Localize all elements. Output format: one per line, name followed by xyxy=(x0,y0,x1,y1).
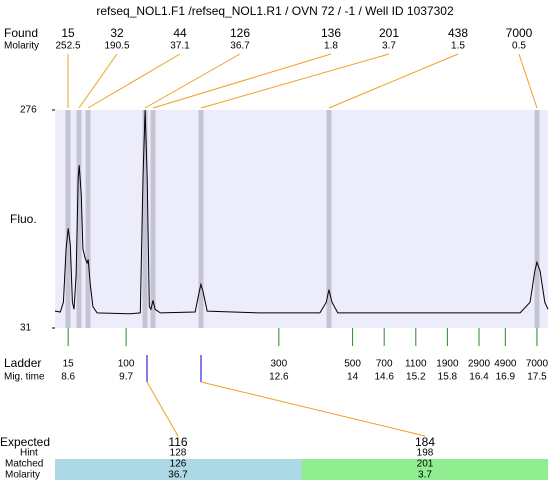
ladder-mig-time: 9.7 xyxy=(119,372,133,383)
found-molarity: 36.7 xyxy=(230,41,250,52)
found-size: 7000 xyxy=(506,26,533,40)
ladder-mig-time: 14.6 xyxy=(374,372,394,383)
peak-band xyxy=(65,110,71,328)
ladder-size: 15 xyxy=(63,359,75,370)
ladder-size: 4900 xyxy=(494,359,517,370)
expected-label: Expected xyxy=(0,435,50,449)
ladder-size: 300 xyxy=(271,359,288,370)
peak-band xyxy=(150,110,156,328)
ladder-mig-time: 15.8 xyxy=(438,372,458,383)
ladder-mig-time: 14 xyxy=(347,372,359,383)
match-bar xyxy=(55,459,302,480)
found-connector xyxy=(144,53,241,109)
peak-band xyxy=(142,110,148,328)
matched-molarity: 36.7 xyxy=(168,470,188,480)
matched-molarity: 3.7 xyxy=(418,470,432,480)
ladder-mig-time: 16.4 xyxy=(469,372,489,383)
y-tick-label: 31 xyxy=(20,323,32,334)
ladder-label: Ladder xyxy=(4,356,41,370)
matched-label: Matched xyxy=(5,459,43,470)
matched-size: 201 xyxy=(417,459,434,470)
found-size: 438 xyxy=(448,26,468,40)
molarity-label: Molarity xyxy=(4,41,39,52)
found-connector xyxy=(78,53,118,109)
found-molarity: 252.5 xyxy=(55,41,80,52)
title: refseq_NOL1.F1 /refseq_NOL1.R1 / OVN 72 … xyxy=(96,4,454,18)
ladder-size: 500 xyxy=(344,359,361,370)
ladder-size: 1900 xyxy=(436,359,459,370)
found-molarity: 0.5 xyxy=(512,41,526,52)
found-connector xyxy=(152,53,332,109)
hint-size: 128 xyxy=(170,448,187,459)
peak-band xyxy=(198,110,204,328)
found-size: 15 xyxy=(61,26,75,40)
ladder-mig-time: 12.6 xyxy=(269,372,289,383)
found-molarity: 1.5 xyxy=(451,41,465,52)
found-molarity: 3.7 xyxy=(382,41,396,52)
mig-time-label: Mig. time xyxy=(4,372,45,383)
expected-connector xyxy=(200,381,426,437)
hint-label: Hint xyxy=(20,448,38,459)
y-axis-label: Fluo. xyxy=(10,212,37,226)
peak-band xyxy=(534,110,540,328)
found-size: 32 xyxy=(110,26,124,40)
found-size: 44 xyxy=(173,26,187,40)
ladder-size: 7000 xyxy=(526,359,549,370)
expected-size: 184 xyxy=(415,435,435,449)
hint-size: 198 xyxy=(417,448,434,459)
ladder-mig-time: 8.6 xyxy=(61,372,75,383)
found-connector xyxy=(328,53,459,109)
plot-area xyxy=(55,110,548,328)
found-molarity: 37.1 xyxy=(170,41,190,52)
trace xyxy=(54,109,549,315)
found-molarity: 190.5 xyxy=(104,41,129,52)
peak-band xyxy=(76,110,82,328)
ladder-mig-time: 15.2 xyxy=(406,372,426,383)
found-label: Found xyxy=(4,26,38,40)
ladder-mig-time: 17.5 xyxy=(527,372,547,383)
ladder-size: 1100 xyxy=(405,359,427,370)
y-tick-label: 276 xyxy=(20,105,37,116)
ladder-mig-time: 16.9 xyxy=(496,372,516,383)
matched-size: 126 xyxy=(170,459,187,470)
ladder-size: 700 xyxy=(376,359,393,370)
found-connector xyxy=(200,53,390,109)
peak-band xyxy=(326,110,332,328)
ladder-size: 2900 xyxy=(468,359,491,370)
found-connector xyxy=(87,53,181,109)
match-bar xyxy=(302,459,548,480)
found-molarity: 1.8 xyxy=(324,41,338,52)
molarity-label: Molarity xyxy=(5,470,40,480)
found-size: 201 xyxy=(379,26,399,40)
ladder-size: 100 xyxy=(118,359,135,370)
expected-size: 116 xyxy=(168,435,187,449)
expected-connector xyxy=(146,381,179,437)
found-size: 136 xyxy=(321,26,341,40)
found-size: 126 xyxy=(230,26,250,40)
peak-band xyxy=(85,110,91,328)
found-connector xyxy=(518,53,538,109)
